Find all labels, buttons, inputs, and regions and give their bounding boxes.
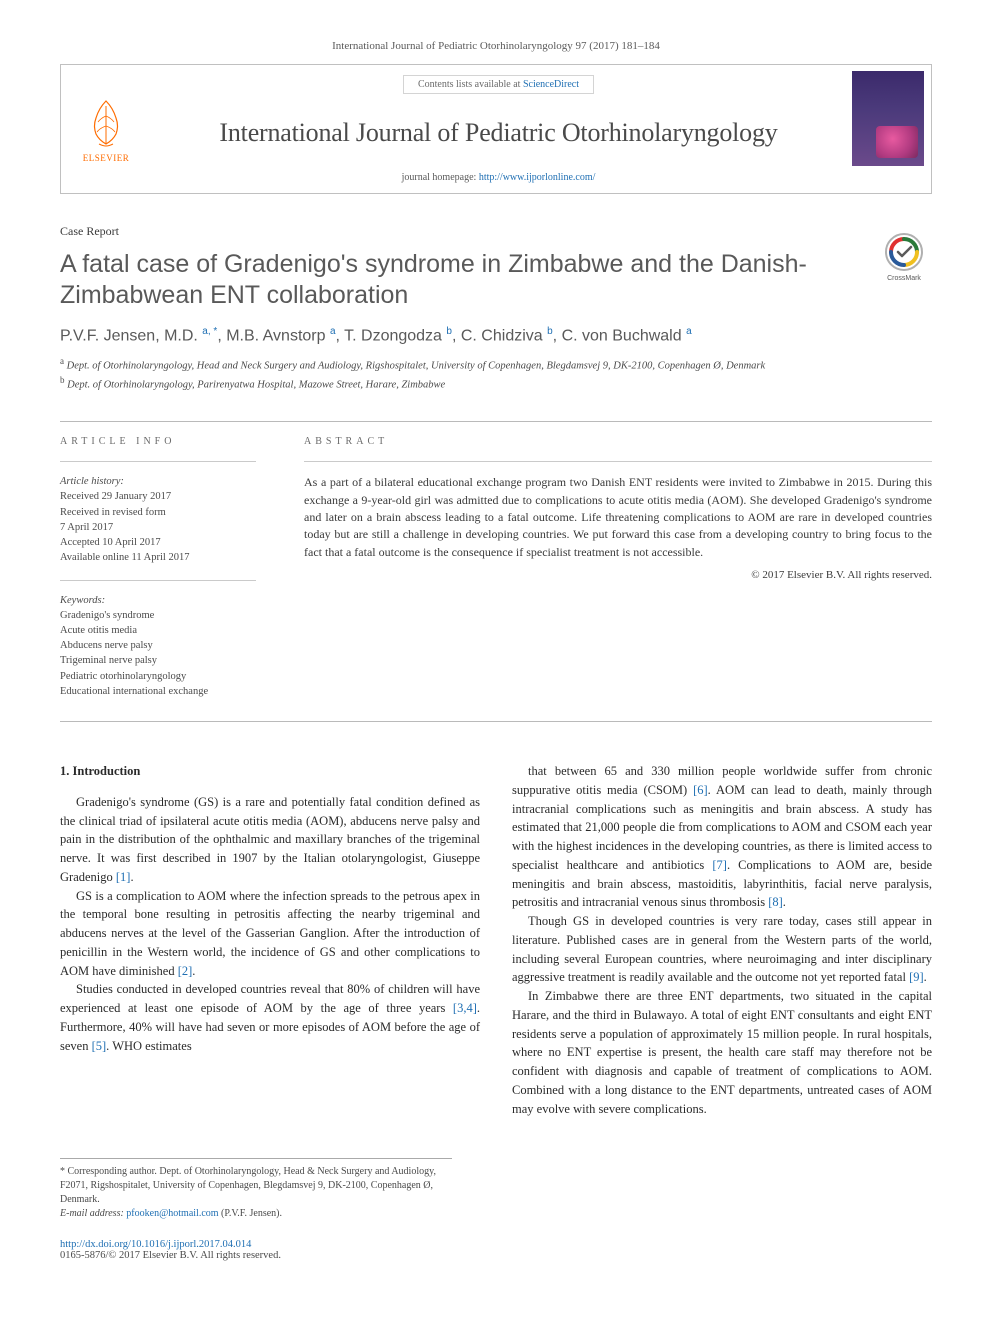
cover-image [852,71,924,166]
body-paragraph: In Zimbabwe there are three ENT departme… [512,987,932,1118]
elsevier-tree-icon [81,96,131,151]
sciencedirect-link[interactable]: ScienceDirect [523,79,579,90]
keywords-block: Keywords: Gradenigo's syndromeAcute otit… [60,593,256,700]
contents-lists-line: Contents lists available at ScienceDirec… [403,75,594,94]
affiliation-line: a Dept. of Otorhinolaryngology, Head and… [60,355,856,374]
article-head: Case Report A fatal case of Gradenigo's … [60,224,932,393]
email-label: E-mail address: [60,1208,126,1219]
abstract-label: ABSTRACT [304,436,932,447]
article-title: A fatal case of Gradenigo's syndrome in … [60,249,856,312]
affiliation-line: b Dept. of Otorhinolaryngology, Parireny… [60,374,856,393]
elsevier-logo-block: ELSEVIER [61,65,151,193]
contents-prefix: Contents lists available at [418,79,523,90]
article-info-col: ARTICLE INFO Article history: Received 2… [60,422,280,713]
svg-text:CrossMark: CrossMark [887,275,921,282]
affiliations: a Dept. of Otorhinolaryngology, Head and… [60,355,856,393]
info-abstract-row: ARTICLE INFO Article history: Received 2… [60,421,932,713]
keywords-label: Keywords: [60,593,256,608]
elsevier-label: ELSEVIER [83,153,130,163]
keyword-line: Abducens nerve palsy [60,638,256,653]
body-paragraph: that between 65 and 330 million people w… [512,762,932,912]
journal-homepage-line: journal homepage: http://www.ijporlonlin… [402,172,596,183]
col2-paragraphs: that between 65 and 330 million people w… [512,762,932,1118]
col1-paragraphs: Gradenigo's syndrome (GS) is a rare and … [60,793,480,1056]
body-paragraph: Studies conducted in developed countries… [60,980,480,1055]
email-suffix: (P.V.F. Jensen). [219,1208,282,1219]
section-heading-intro: 1. Introduction [60,762,480,781]
history-line: Received 29 January 2017 [60,489,256,504]
authors-line: P.V.F. Jensen, M.D. a, *, M.B. Avnstorp … [60,326,856,345]
journal-header-box: ELSEVIER Contents lists available at Sci… [60,64,932,194]
cover-accent [876,126,918,158]
journal-name: International Journal of Pediatric Otorh… [219,118,777,148]
keyword-line: Educational international exchange [60,684,256,699]
body-columns: 1. Introduction Gradenigo's syndrome (GS… [60,762,932,1118]
article-info-label: ARTICLE INFO [60,436,256,447]
email-link[interactable]: pfooken@hotmail.com [126,1208,218,1219]
homepage-link[interactable]: http://www.ijporlonline.com/ [479,172,596,183]
crossmark-icon[interactable]: CrossMark [876,228,932,284]
footnote-area: * Corresponding author. Dept. of Otorhin… [60,1158,452,1221]
body-paragraph: Gradenigo's syndrome (GS) is a rare and … [60,793,480,887]
keyword-line: Pediatric otorhinolaryngology [60,669,256,684]
header-center: Contents lists available at ScienceDirec… [151,65,846,193]
history-line: Received in revised form [60,505,256,520]
issn-copyright-line: 0165-5876/© 2017 Elsevier B.V. All right… [60,1250,932,1261]
article-history: Article history: Received 29 January 201… [60,474,256,565]
doi-block: http://dx.doi.org/10.1016/j.ijporl.2017.… [60,1239,932,1261]
keyword-line: Trigeminal nerve palsy [60,653,256,668]
history-line: Accepted 10 April 2017 [60,535,256,550]
abstract-text: As a part of a bilateral educational exc… [304,474,932,561]
body-paragraph: GS is a complication to AOM where the in… [60,887,480,981]
keywords-lines: Gradenigo's syndromeAcute otitis mediaAb… [60,608,256,699]
email-line: E-mail address: pfooken@hotmail.com (P.V… [60,1207,452,1221]
abstract-copyright: © 2017 Elsevier B.V. All rights reserved… [304,569,932,581]
page-root: International Journal of Pediatric Otorh… [0,0,992,1291]
history-line: 7 April 2017 [60,520,256,535]
body-col-right: that between 65 and 330 million people w… [512,762,932,1118]
abstract-col: ABSTRACT As a part of a bilateral educat… [280,422,932,713]
body-col-left: 1. Introduction Gradenigo's syndrome (GS… [60,762,480,1118]
doi-link[interactable]: http://dx.doi.org/10.1016/j.ijporl.2017.… [60,1239,251,1250]
citation-header: International Journal of Pediatric Otorh… [60,40,932,52]
history-lines: Received 29 January 2017Received in revi… [60,489,256,565]
journal-cover-thumb [846,65,931,193]
keyword-line: Acute otitis media [60,623,256,638]
homepage-prefix: journal homepage: [402,172,479,183]
history-line: Available online 11 April 2017 [60,550,256,565]
keyword-line: Gradenigo's syndrome [60,608,256,623]
corresponding-author-note: * Corresponding author. Dept. of Otorhin… [60,1165,452,1207]
body-paragraph: Though GS in developed countries is very… [512,912,932,987]
history-label: Article history: [60,474,256,489]
article-head-left: Case Report A fatal case of Gradenigo's … [60,224,856,393]
article-type-label: Case Report [60,224,856,239]
